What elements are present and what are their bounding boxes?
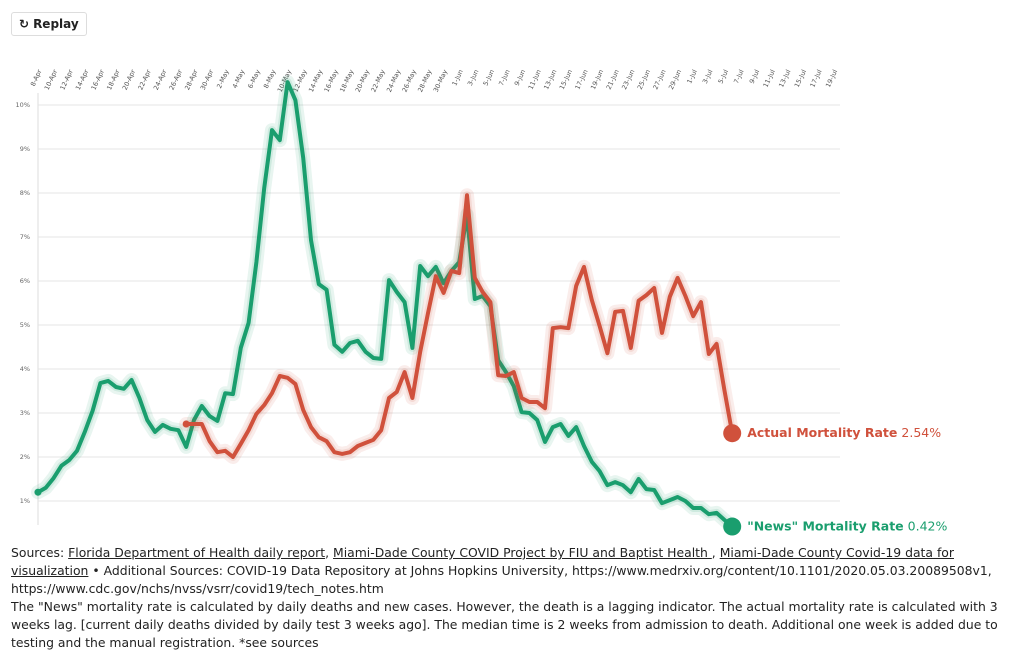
x-tick-label: 10-Apr [43, 68, 60, 91]
x-tick-label: 15-Jul [793, 68, 808, 89]
sources: Sources: Florida Department of Health da… [11, 544, 1016, 598]
x-tick-label: 17-Jun [573, 68, 589, 91]
start-dot [182, 420, 190, 428]
x-tick-label: 29-Jun [667, 68, 683, 91]
x-tick-label: 5-Jun [482, 68, 496, 87]
x-tick-label: 20-Apr [121, 68, 138, 91]
x-tick-label: 14-Apr [74, 68, 91, 91]
replay-button[interactable]: ↻ Replay [11, 12, 87, 36]
y-tick-label: 1% [20, 497, 30, 505]
legend-label: Actual Mortality Rate 2.54% [747, 425, 941, 440]
x-tick-label: 25-Jun [636, 68, 652, 91]
x-tick-label: 13-Jul [777, 68, 792, 89]
y-tick-label: 6% [20, 277, 30, 285]
x-tick-label: 1-Jun [450, 68, 464, 87]
additional-sources: Additional Sources: COVID-19 Data Reposi… [11, 563, 992, 596]
x-tick-label: 30-Apr [199, 68, 216, 91]
end-dot [723, 517, 742, 536]
y-tick-label: 4% [20, 365, 30, 373]
y-tick-label: 3% [20, 409, 30, 417]
separator: , [711, 545, 716, 560]
replay-label: Replay [33, 17, 79, 31]
x-tick-label: 26-Apr [168, 68, 185, 91]
end-dot [723, 424, 742, 443]
source-link[interactable]: Florida Department of Health daily repor… [68, 545, 326, 560]
x-tick-label: 27-Jun [651, 68, 667, 91]
x-tick-label: 21-Jun [605, 68, 621, 91]
x-tick-label: 17-Jul [808, 68, 823, 89]
x-tick-label: 23-Jun [620, 68, 636, 91]
x-tick-label: 6-May [246, 68, 262, 90]
x-tick-label: 24-Apr [152, 68, 169, 91]
start-dot [34, 488, 42, 496]
x-tick-label: 16-Apr [90, 68, 107, 91]
replay-icon: ↻ [19, 17, 30, 31]
y-tick-label: 2% [20, 453, 30, 461]
y-tick-label: 10% [16, 101, 30, 109]
x-tick-label: 3-Jun [466, 68, 480, 87]
legend-label: "News" Mortality Rate 0.42% [747, 518, 947, 533]
line [36, 80, 735, 529]
value-label: 0.42% [908, 518, 948, 533]
x-tick-label: 19-Jul [824, 68, 839, 89]
source-link[interactable]: Miami-Dade County COVID Project by FIU a… [333, 545, 712, 560]
x-tick-label: 8-May [262, 68, 278, 90]
x-tick-label: 30-May [432, 68, 449, 93]
x-tick-label: 15-Jun [558, 68, 574, 91]
separator: , [325, 545, 330, 560]
x-tick-label: 1-Jul [685, 68, 699, 85]
x-tick-label: 5-Jul [717, 68, 731, 85]
x-tick-label: 7-Jul [732, 68, 746, 85]
x-tick-label: 22-Apr [136, 68, 153, 91]
y-tick-label: 8% [20, 189, 30, 197]
x-tick-label: 28-Apr [183, 68, 200, 91]
footer: Sources: Florida Department of Health da… [11, 544, 1016, 650]
x-tick-label: 7-Jun [497, 68, 511, 87]
bullet: • [92, 563, 100, 578]
y-tick-label: 5% [20, 321, 30, 329]
line [184, 193, 735, 459]
x-tick-label: 13-Jun [542, 68, 558, 91]
x-tick-label: 4-May [231, 68, 247, 90]
x-tick-label: 8-Apr [29, 68, 44, 88]
legend-name: "News" Mortality Rate [747, 518, 903, 533]
note: The "News" mortality rate is calculated … [11, 599, 998, 650]
y-tick-label: 9% [20, 145, 30, 153]
legend-name: Actual Mortality Rate [747, 425, 897, 440]
chart: 1% 2% 3% 4% 5% 6% 7% 8% 9% 10% 8-Apr 10-Apr 12-Apr 14… [16, 68, 948, 536]
x-tick-label: 2-May [215, 68, 231, 90]
sources-label: Sources: [11, 545, 65, 560]
y-tick-label: 7% [20, 233, 30, 241]
x-tick-label: 3-Jul [701, 68, 715, 85]
x-tick-label: 12-Apr [58, 68, 75, 91]
value-label: 2.54% [901, 425, 941, 440]
x-tick-label: 9-Jul [748, 68, 762, 85]
line-glow [182, 191, 737, 461]
x-tick-label: 11-Jul [762, 68, 777, 89]
x-tick-label: 9-Jun [513, 68, 527, 87]
source-link[interactable]: Miami-Dade County Covid-19 data for visu… [11, 545, 954, 578]
x-tick-label: 19-Jun [589, 68, 605, 91]
x-tick-label: 11-Jun [527, 68, 543, 91]
x-tick-label: 18-Apr [105, 68, 122, 91]
